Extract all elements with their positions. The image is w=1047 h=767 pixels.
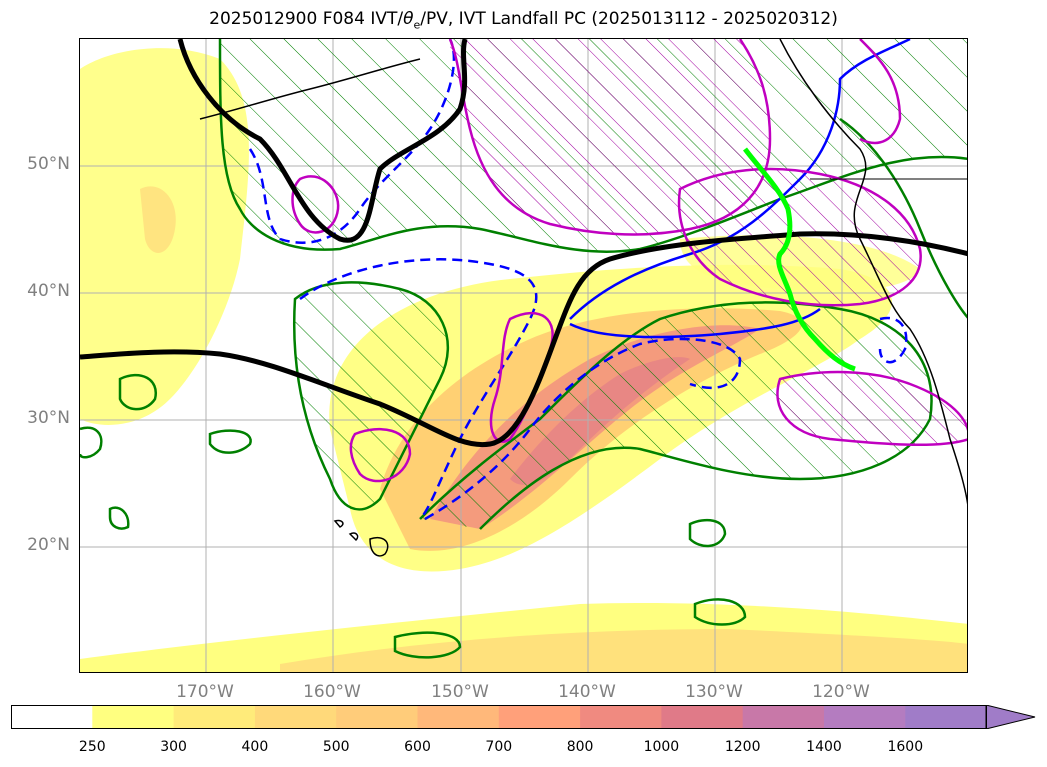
colorbar-tick-label: 1200 <box>724 739 761 755</box>
pv-contour-north <box>218 39 967 253</box>
pc-magenta-contours <box>291 39 967 483</box>
map-canvas <box>80 39 967 672</box>
lat-label-30n: 30°N <box>27 408 70 428</box>
map-panel <box>79 38 968 673</box>
lat-label-20n: 20°N <box>27 535 70 555</box>
colorbar-segment <box>336 705 418 729</box>
colorbar-segment <box>417 705 500 729</box>
lat-label-50n: 50°N <box>27 154 70 174</box>
colorbar-segment <box>661 705 744 729</box>
pc-solid-contours <box>569 39 911 339</box>
pv-contour-island-2 <box>80 426 103 459</box>
pv-contour-island-1 <box>118 373 158 411</box>
pv-contour-island-5 <box>688 518 727 548</box>
hawaii-island-2 <box>348 532 359 542</box>
coastline-layer <box>199 39 967 557</box>
pv-contour-island-6 <box>693 598 747 626</box>
pc-contour-south <box>776 370 967 447</box>
ivt-fill-south-band-inner <box>280 629 967 672</box>
pv-neg-contour-east <box>878 316 908 364</box>
coast-north-america <box>779 39 967 505</box>
title-theta: θ <box>403 9 414 29</box>
pv-neg-contour-north <box>248 39 456 244</box>
pc-contour-ring-2 <box>489 311 554 443</box>
colorbar-tick-label: 800 <box>566 739 594 755</box>
landfall-line-layer <box>743 147 856 372</box>
pc-contour-east <box>677 167 922 307</box>
coast-aleutians <box>199 58 421 120</box>
colorbar-segment <box>92 705 175 729</box>
colorbar-segment <box>11 705 93 729</box>
colorbar-tick-label: 1400 <box>806 739 842 755</box>
landfall-line <box>743 147 856 372</box>
colorbar-segment <box>580 705 662 729</box>
lon-label-160w: 160°W <box>303 682 361 702</box>
pv-contour-island-3 <box>208 429 252 454</box>
theta-e-contour-north <box>177 39 468 243</box>
title-suffix: /PV, IVT Landfall PC (2025013112 - 20250… <box>420 9 838 29</box>
colorbar-segment <box>498 705 581 729</box>
hawaii-island-3 <box>333 519 344 528</box>
figure-title: 2025012900 F084 IVT/θe/PV, IVT Landfall … <box>0 9 1047 31</box>
pc-solid-contour-main <box>569 39 911 320</box>
title-prefix: 2025012900 F084 IVT/ <box>209 9 404 29</box>
colorbar-extend-arrow <box>985 705 1036 729</box>
pc-contour-north <box>448 39 772 236</box>
lat-label-40n: 40°N <box>27 281 70 301</box>
colorbar-tick-label: 500 <box>322 739 350 755</box>
colorbar-segment <box>905 705 988 729</box>
colorbar-tick-label: 300 <box>160 739 187 755</box>
ivt-fill-west-inner <box>140 186 176 253</box>
pc-hatch-east <box>679 169 921 306</box>
pc-contour-ring-3 <box>349 427 412 483</box>
lon-label-140w: 140°W <box>558 682 616 702</box>
pv-contour-island-7 <box>393 631 462 659</box>
pv-neg-contour-plume <box>424 337 742 521</box>
pv-contour-island-4 <box>108 506 130 530</box>
colorbar-segments <box>11 705 988 729</box>
colorbar-segment <box>254 705 337 729</box>
theta-e-contours <box>80 39 967 448</box>
pv-hatch-central <box>294 282 448 510</box>
hawaii-big-island <box>369 537 389 557</box>
pv-negative-contours <box>248 39 908 521</box>
colorbar-tick-label: 1000 <box>643 739 680 755</box>
colorbar-tick-label: 700 <box>485 739 513 755</box>
pv-neg-contour-central <box>299 258 538 520</box>
title-theta-subscript: e <box>413 18 421 32</box>
lon-label-170w: 170°W <box>176 682 234 702</box>
colorbar-tick-label: 250 <box>78 739 106 755</box>
colorbar-segment <box>824 705 906 729</box>
pc-contour-northeast <box>859 39 902 145</box>
pc-solid-contour-plume <box>569 307 821 339</box>
colorbar-tick-label: 600 <box>404 739 431 755</box>
ivt-colorbar <box>11 705 1036 729</box>
colorbar-tick-label: 1600 <box>887 739 924 755</box>
colorbar-outline <box>11 705 987 729</box>
lon-label-150w: 150°W <box>431 682 489 702</box>
colorbar-segment <box>742 705 825 729</box>
lon-label-120w: 120°W <box>812 682 870 702</box>
theta-e-contour-south <box>80 231 967 448</box>
pc-hatch-south <box>777 372 967 445</box>
colorbar-segment <box>173 705 256 729</box>
pv-contour-plume <box>419 301 933 530</box>
pv-positive-contours <box>80 39 967 659</box>
colorbar-tick-label: 400 <box>241 739 269 755</box>
lon-label-130w: 130°W <box>685 682 743 702</box>
